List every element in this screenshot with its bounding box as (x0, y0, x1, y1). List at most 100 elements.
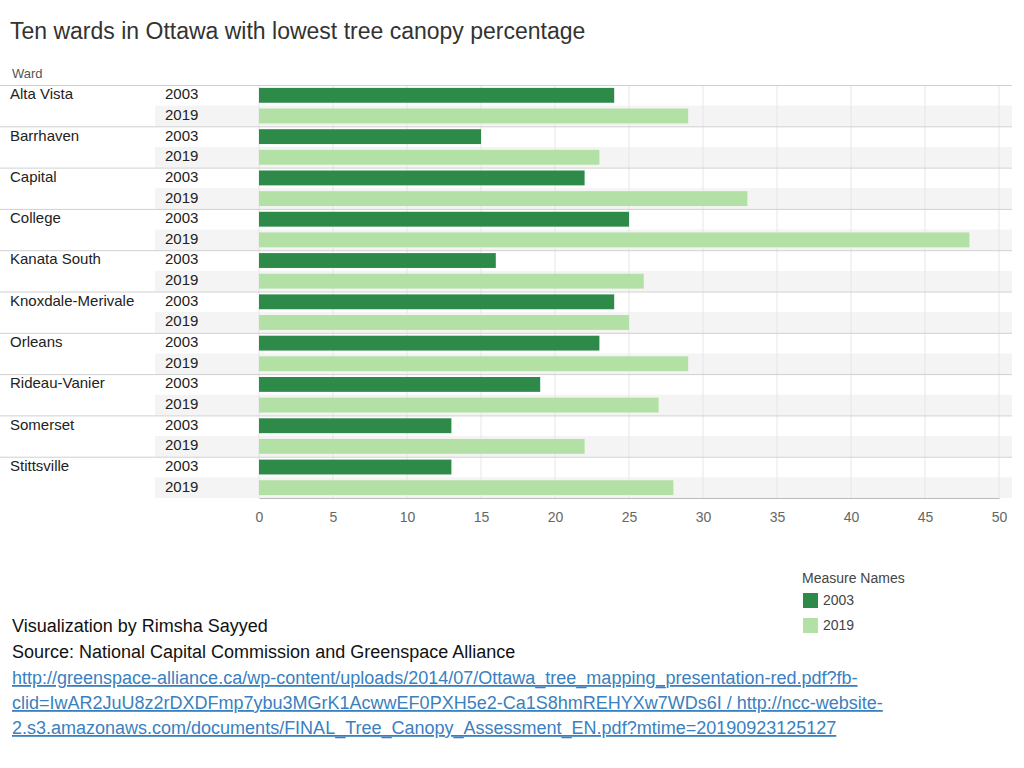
row-band (155, 353, 1012, 374)
series-row-label: 2003 (165, 457, 198, 474)
source-link[interactable]: clid=IwAR2JuU8z2rDXDFmp7ybu3MGrK1AcwwEF0… (12, 693, 883, 713)
annotation: Source: National Capital Commission and … (12, 642, 515, 662)
chart: Ten wards in Ottawa with lowest tree can… (0, 0, 1024, 768)
series-row-label: 2003 (165, 209, 198, 226)
source-link[interactable]: http://greenspace-alliance.ca/wp-content… (12, 668, 858, 689)
tick: 20 (548, 498, 564, 525)
bar (259, 336, 599, 351)
row-separator (0, 457, 1012, 458)
series-row-label: 2003 (165, 333, 198, 350)
source-link[interactable]: 2.s3.amazonaws.com/documents/FINAL_Tree_… (12, 718, 836, 739)
tick-label: 15 (474, 509, 490, 525)
series-row-label: 2003 (165, 374, 198, 391)
legend-swatch (803, 593, 818, 608)
row-band (155, 106, 1012, 127)
y-axis-title: Ward (12, 66, 43, 81)
bar (259, 315, 629, 330)
row-band (155, 230, 1012, 251)
bar (259, 460, 451, 475)
bar (259, 88, 614, 103)
tick-label: 20 (548, 509, 564, 525)
category-label: Orleans (10, 333, 63, 350)
tick: 45 (918, 498, 934, 525)
tick: 50 (992, 498, 1008, 525)
bar (259, 439, 585, 454)
row-band (155, 436, 1012, 457)
series-row-label: 2019 (165, 436, 198, 453)
tick-label: 0 (256, 509, 264, 525)
tick-label: 30 (696, 509, 712, 525)
series-row-label: 2003 (165, 416, 198, 433)
row-band (155, 312, 1012, 333)
x-axis: 0 5 10 15 20 25 30 35 40 45 50 (256, 498, 1008, 525)
tick-label: 35 (770, 509, 786, 525)
category-label: Alta Vista (10, 85, 74, 102)
bar (259, 253, 496, 268)
background (0, 0, 1024, 768)
bar (259, 170, 585, 185)
tick: 35 (770, 498, 786, 525)
row-separator (0, 292, 1012, 293)
row-separator (0, 374, 1012, 375)
tick: 30 (696, 498, 712, 525)
category-label: Rideau-Vanier (10, 374, 105, 391)
bar (259, 129, 481, 144)
tick: 40 (844, 498, 860, 525)
series-row-label: 2019 (165, 106, 198, 123)
category-label: Knoxdale-Merivale (10, 292, 134, 309)
tick: 25 (622, 498, 638, 525)
tick-label: 40 (844, 509, 860, 525)
row-separator (0, 85, 1012, 86)
bar (259, 418, 451, 433)
series-row-label: 2003 (165, 127, 198, 144)
axis-line (260, 498, 1000, 499)
tick: 10 (400, 498, 416, 525)
tick-label: 45 (918, 509, 934, 525)
annotation: Visualization by Rimsha Sayyed (12, 616, 268, 636)
series-row-label: 2003 (165, 250, 198, 267)
series-row-label: 2003 (165, 292, 198, 309)
row-separator (0, 415, 1012, 416)
category-label: College (10, 209, 61, 226)
legend-label: 2019 (823, 617, 854, 633)
row-band (155, 188, 1012, 209)
row-separator (0, 333, 1012, 334)
bar (259, 150, 599, 165)
bar (259, 398, 659, 413)
category-label: Stittsville (10, 457, 69, 474)
row-separator (0, 250, 1012, 251)
category-label: Somerset (10, 416, 75, 433)
series-row-label: 2019 (165, 478, 198, 495)
series-row-label: 2019 (165, 395, 198, 412)
series-row-label: 2019 (165, 271, 198, 288)
bar (259, 274, 644, 289)
series-row-label: 2003 (165, 168, 198, 185)
series-row-label: 2019 (165, 354, 198, 371)
tick-label: 5 (330, 509, 338, 525)
series-row-label: 2019 (165, 189, 198, 206)
bar (259, 232, 969, 247)
legend-title: Measure Names (802, 570, 905, 586)
series-row-label: 2019 (165, 230, 198, 247)
tick-label: 10 (400, 509, 416, 525)
row-band (155, 147, 1012, 168)
bars (259, 88, 969, 495)
category-label: Kanata South (10, 250, 101, 267)
series-row-label: 2019 (165, 147, 198, 164)
bar (259, 294, 614, 309)
tick: 5 (330, 498, 338, 525)
tick: 0 (256, 498, 264, 525)
row-separator (0, 126, 1012, 127)
bar (259, 480, 673, 495)
legend-swatch (803, 618, 818, 633)
tick-label: 25 (622, 509, 638, 525)
legend: Measure Names 2003 2019 (802, 570, 905, 633)
bar (259, 356, 688, 371)
category-label: Barrhaven (10, 127, 79, 144)
legend-label: 2003 (823, 592, 854, 608)
row-band (155, 395, 1012, 416)
bar (259, 377, 540, 392)
row-separator (0, 168, 1012, 169)
row-separator (0, 209, 1012, 210)
bar (259, 109, 688, 124)
